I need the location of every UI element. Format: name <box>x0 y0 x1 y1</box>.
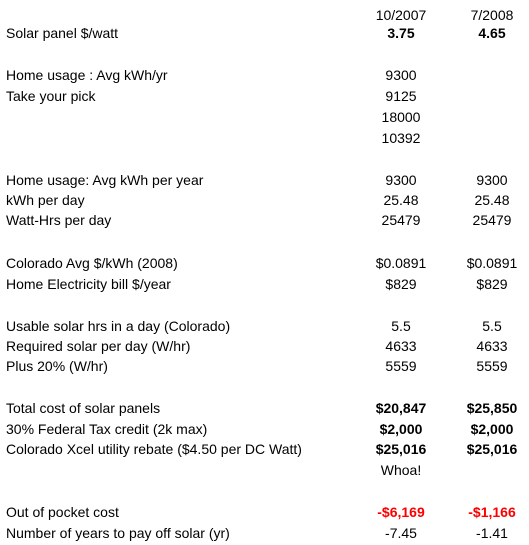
value-col-2: -1.41 <box>476 525 508 541</box>
value-col-1: Whoa! <box>380 462 422 478</box>
table-row: Colorado Avg $/kWh (2008) $0.0891 $0.0891 <box>0 255 529 275</box>
table-row: Home usage : Avg kWh/yr 9300 <box>0 67 529 87</box>
value-col-2: -$1,166 <box>468 504 516 520</box>
value-col-1: 9300 <box>385 172 417 188</box>
row-label: Plus 20% (W/hr) <box>6 358 108 374</box>
table-row: Plus 20% (W/hr) 5559 5559 <box>0 358 529 378</box>
table-row: Home Electricity bill $/year $829 $829 <box>0 276 529 296</box>
table-row: kWh per day 25.48 25.48 <box>0 192 529 212</box>
value-col-1: 5.5 <box>391 318 411 334</box>
row-label: Watt-Hrs per day <box>6 212 112 228</box>
value-col-2: 5.5 <box>482 318 502 334</box>
row-label: Number of years to pay off solar (yr) <box>6 525 230 541</box>
table-row: Total cost of solar panels $20,847 $25,850 <box>0 400 529 420</box>
row-label: Required solar per day (W/hr) <box>6 338 191 354</box>
table-row: Home usage: Avg kWh per year 9300 9300 <box>0 172 529 192</box>
value-col-1: 4633 <box>385 338 417 354</box>
table-row: 10392 <box>0 130 529 150</box>
row-label: Home usage : Avg kWh/yr <box>6 67 168 83</box>
row-label: Home Electricity bill $/year <box>6 276 171 292</box>
value-col-2: $829 <box>476 276 508 292</box>
table-row: Colorado Xcel utility rebate ($4.50 per … <box>0 441 529 461</box>
value-col-1: 9300 <box>385 67 417 83</box>
row-label: Colorado Xcel utility rebate ($4.50 per … <box>6 441 302 457</box>
value-col-1: $0.0891 <box>375 255 427 271</box>
value-col-2: 9300 <box>476 172 508 188</box>
value-col-1: 25479 <box>381 212 421 228</box>
value-col-1: 3.75 <box>387 25 415 41</box>
row-label: Total cost of solar panels <box>6 400 161 416</box>
value-col-2: 25479 <box>472 212 512 228</box>
table-row: Whoa! <box>0 462 529 482</box>
header-col-2: 7/2008 <box>470 7 514 23</box>
table-row: 18000 <box>0 109 529 129</box>
header-col-1: 10/2007 <box>375 7 427 23</box>
value-col-1: $2,000 <box>379 421 423 437</box>
row-label: Out of pocket cost <box>6 504 119 520</box>
value-col-1: -$6,169 <box>377 504 425 520</box>
table-row: Watt-Hrs per day 25479 25479 <box>0 212 529 232</box>
value-col-1: 18000 <box>381 109 421 125</box>
value-col-1: 10392 <box>381 130 421 146</box>
row-label: Take your pick <box>6 88 96 104</box>
value-col-1: $829 <box>385 276 417 292</box>
value-col-1: 5559 <box>385 358 417 374</box>
value-col-2: 4633 <box>476 338 508 354</box>
value-col-1: 25.48 <box>383 192 419 208</box>
value-col-2: $25,016 <box>466 441 518 457</box>
row-label: Usable solar hrs in a day (Colorado) <box>6 318 231 334</box>
table-row: Number of years to pay off solar (yr) -7.… <box>0 525 529 545</box>
value-col-2: $0.0891 <box>466 255 518 271</box>
value-col-1: -7.45 <box>385 525 417 541</box>
value-col-1: $25,016 <box>375 441 427 457</box>
table-row: Usable solar hrs in a day (Colorado) 5.5 5… <box>0 318 529 338</box>
table-row: Required solar per day (W/hr) 4633 4633 <box>0 338 529 358</box>
table-row: Take your pick 9125 <box>0 88 529 108</box>
row-label: Home usage: Avg kWh per year <box>6 172 204 188</box>
value-col-2: $25,850 <box>466 400 518 416</box>
row-label: kWh per day <box>6 192 85 208</box>
value-col-1: $20,847 <box>375 400 427 416</box>
value-col-2: 5559 <box>476 358 508 374</box>
table-row: Out of pocket cost -$6,169 -$1,166 <box>0 504 529 524</box>
row-label: Colorado Avg $/kWh (2008) <box>6 255 178 271</box>
header-row: 10/2007 7/2008 <box>0 7 529 27</box>
row-label: 30% Federal Tax credit (2k max) <box>6 421 208 437</box>
table-row: Solar panel $/watt 3.75 4.65 <box>0 25 529 45</box>
value-col-2: 4.65 <box>478 25 506 41</box>
value-col-2: $2,000 <box>470 421 514 437</box>
value-col-1: 9125 <box>385 88 417 104</box>
row-label: Solar panel $/watt <box>6 25 119 41</box>
table-row: 30% Federal Tax credit (2k max) $2,000 $2,… <box>0 421 529 441</box>
value-col-2: 25.48 <box>474 192 510 208</box>
